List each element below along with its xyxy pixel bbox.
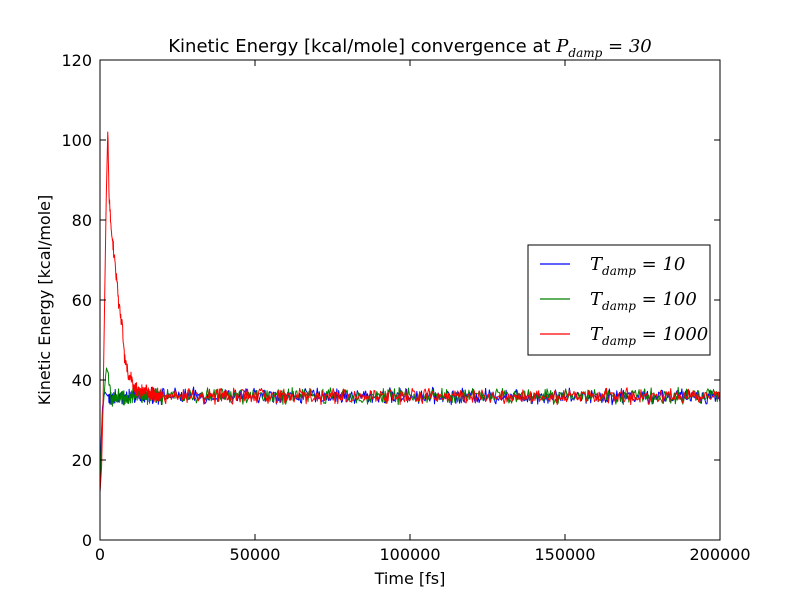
chart-title: Kinetic Energy [kcal/mole] convergence a…	[168, 36, 652, 60]
ticks-group: 0 50000 100000 150000 200000 0 20 40 60 80 100 120	[61, 51, 750, 564]
legend-label-rest: = 1000	[636, 324, 708, 345]
series-line-3	[99, 131, 721, 493]
y-tick-label: 80	[72, 211, 92, 230]
legend-label-rest: = 100	[636, 289, 697, 310]
legend-label-sub: damp	[602, 299, 636, 313]
series-group	[99, 131, 721, 493]
legend-label: Tdamp = 100	[590, 289, 697, 313]
y-tick-label: 40	[72, 371, 92, 390]
legend-label-sub: damp	[602, 334, 636, 348]
y-tick-label: 20	[72, 451, 92, 470]
title-math-sub: damp	[568, 46, 602, 60]
title-math-base: P	[555, 36, 569, 57]
x-tick-label: 200000	[689, 545, 750, 564]
legend-label: Tdamp = 1000	[590, 324, 708, 348]
y-axis-label: Kinetic Energy [kcal/mole]	[35, 195, 54, 405]
legend-label-rest: = 10	[636, 254, 685, 275]
title-math-rest: = 30	[602, 36, 651, 57]
legend-box	[527, 244, 711, 356]
y-tick-label: 100	[61, 131, 92, 150]
series-line-2	[99, 367, 721, 493]
legend-label-base: T	[590, 324, 604, 345]
x-tick-label: 100000	[379, 545, 440, 564]
title-text: Kinetic Energy [kcal/mole] convergence a…	[168, 36, 556, 57]
legend-label: Tdamp = 10	[590, 254, 685, 278]
x-tick-label: 0	[95, 545, 105, 564]
y-tick-label: 0	[82, 531, 92, 550]
legend-label-base: T	[590, 289, 604, 310]
x-tick-label: 50000	[230, 545, 281, 564]
x-axis-label: Time [fs]	[374, 569, 446, 588]
y-tick-label: 60	[72, 291, 92, 310]
legend-label-sub: damp	[602, 264, 636, 278]
x-tick-label: 150000	[534, 545, 595, 564]
y-tick-label: 120	[61, 51, 92, 70]
legend-label-base: T	[590, 254, 604, 275]
